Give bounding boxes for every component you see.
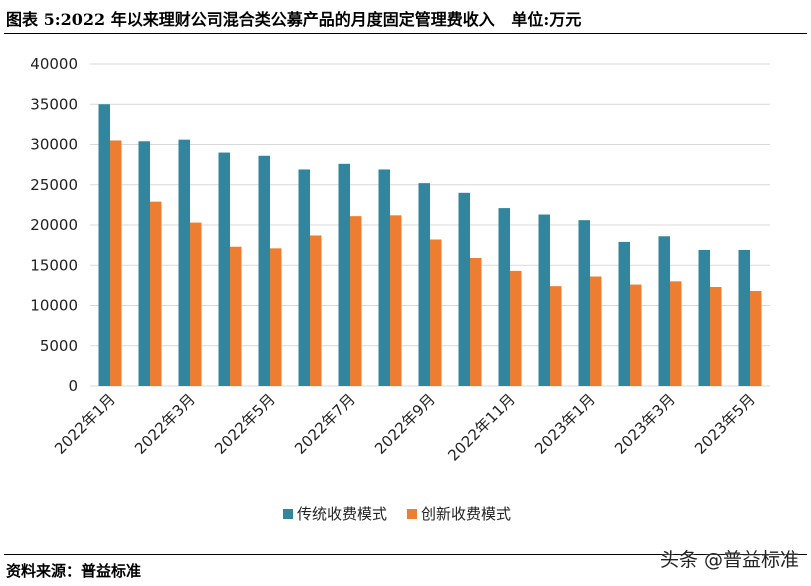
- x-tick-label: 2022年1月: [51, 390, 119, 458]
- x-tick-label: 2023年1月: [531, 390, 599, 458]
- bar-innovative: [470, 258, 482, 386]
- x-tick-label: 2023年5月: [691, 390, 759, 458]
- y-tick-label: 35000: [30, 95, 78, 113]
- x-tick-label: 2022年5月: [211, 390, 279, 458]
- y-tick-label: 10000: [30, 297, 78, 315]
- bar-traditional: [298, 169, 310, 386]
- source-note: 资料来源：普益标准: [6, 562, 142, 580]
- bar-traditional: [618, 241, 630, 386]
- x-tick-label: 2022年11月: [444, 390, 518, 464]
- legend-label: 创新收费模式: [421, 505, 511, 523]
- bar-innovative: [670, 281, 682, 386]
- legend-label: 传统收费模式: [297, 505, 387, 523]
- bar-traditional: [258, 155, 270, 386]
- watermark: 头条 @普益标准: [659, 549, 799, 571]
- bar-traditional: [138, 141, 150, 386]
- y-tick-label: 30000: [30, 136, 78, 154]
- y-tick-label: 40000: [30, 55, 78, 73]
- x-tick-label: 2022年9月: [371, 390, 439, 458]
- bar-innovative: [710, 286, 722, 386]
- x-tick-label: 2023年3月: [611, 390, 679, 458]
- bar-traditional: [178, 139, 190, 386]
- y-tick-label: 25000: [30, 176, 78, 194]
- legend-swatch: [283, 509, 293, 519]
- bar-innovative: [430, 239, 442, 386]
- bar-traditional: [418, 183, 430, 386]
- x-tick-label: 2022年3月: [131, 390, 199, 458]
- y-tick-label: 5000: [40, 337, 78, 355]
- bar-innovative: [510, 270, 522, 386]
- bar-traditional: [698, 249, 710, 386]
- chart-title: 图表 5:2022 年以来理财公司混合类公募产品的月度固定管理费收入 单位:万元: [6, 10, 582, 29]
- bar-innovative: [190, 222, 202, 386]
- bar-traditional: [98, 104, 110, 386]
- bar-innovative: [150, 201, 162, 386]
- bar-innovative: [110, 140, 122, 386]
- bar-innovative: [230, 246, 242, 386]
- bar-traditional: [578, 220, 590, 386]
- bar-traditional: [458, 192, 470, 386]
- bar-traditional: [538, 214, 550, 386]
- x-tick-label: 2022年7月: [291, 390, 359, 458]
- bar-innovative: [390, 215, 402, 386]
- bar-innovative: [310, 235, 322, 386]
- bar-traditional: [658, 236, 670, 386]
- bar-traditional: [378, 169, 390, 386]
- bar-traditional: [338, 163, 350, 386]
- top-divider: [4, 33, 807, 34]
- legend-swatch: [407, 509, 417, 519]
- bar-traditional: [738, 249, 750, 386]
- bar-innovative: [270, 248, 282, 386]
- bar-innovative: [750, 291, 762, 386]
- bar-innovative: [590, 276, 602, 386]
- bar-traditional: [218, 152, 230, 386]
- bar-innovative: [630, 284, 642, 386]
- bottom-divider: [4, 554, 807, 555]
- y-tick-label: 20000: [30, 216, 78, 234]
- y-tick-label: 0: [68, 377, 78, 395]
- y-tick-label: 15000: [30, 256, 78, 274]
- bar-traditional: [498, 208, 510, 386]
- bar-innovative: [550, 286, 562, 386]
- bar-innovative: [350, 216, 362, 386]
